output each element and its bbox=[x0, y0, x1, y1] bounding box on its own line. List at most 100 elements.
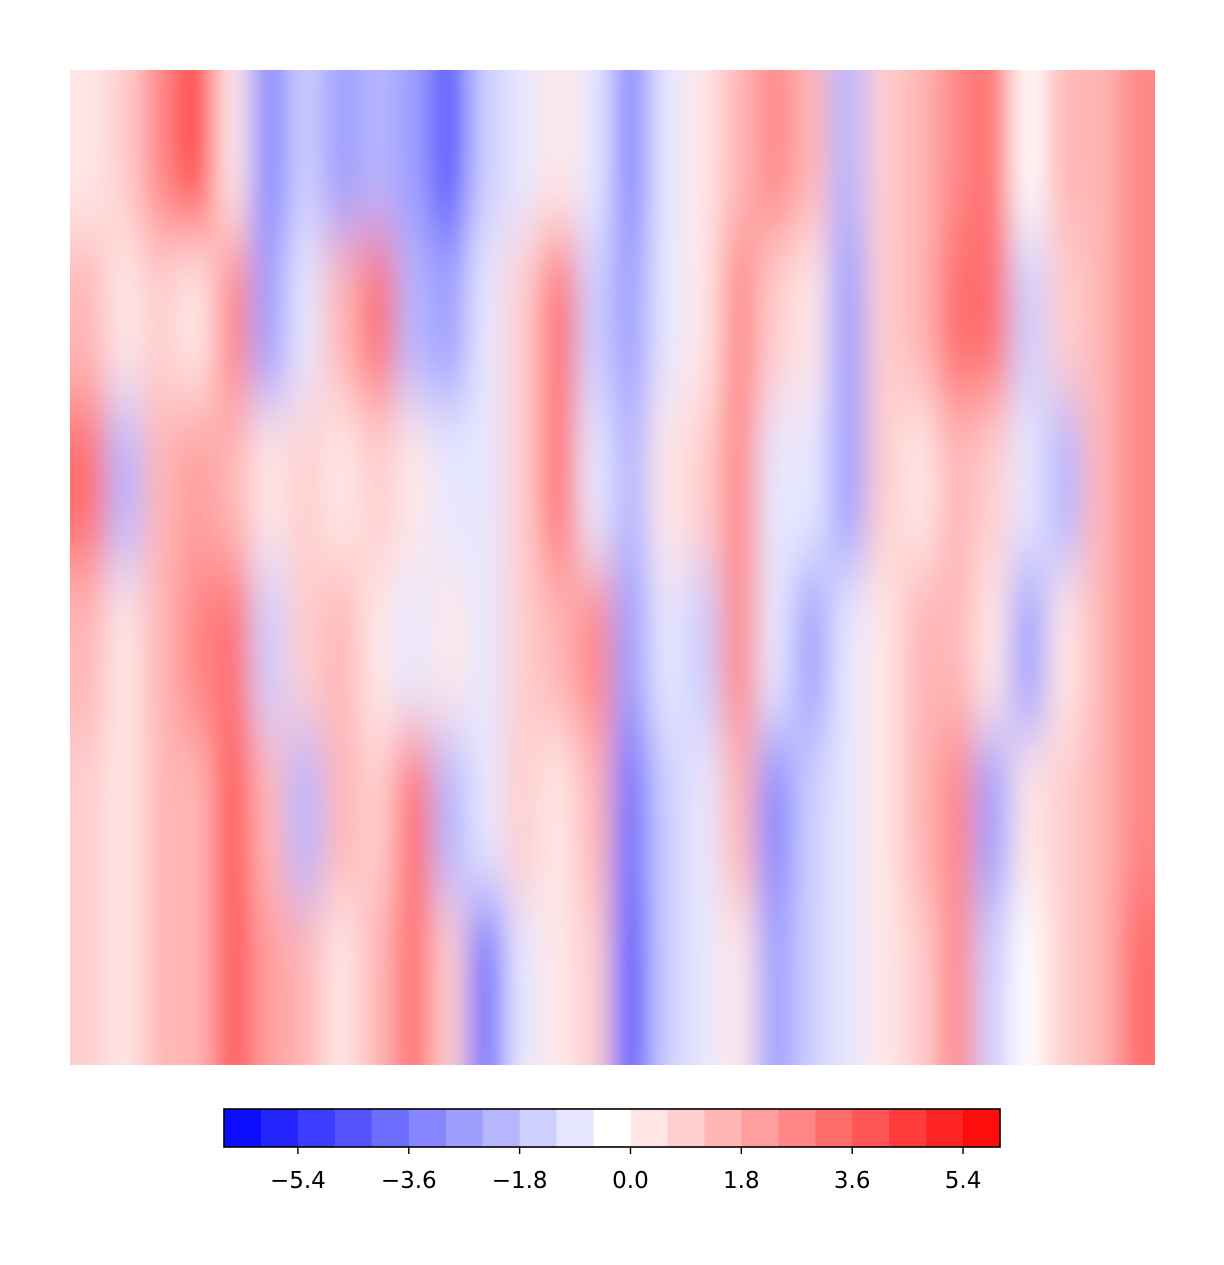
contour-cell bbox=[612, 235, 650, 403]
contour-cell bbox=[250, 899, 288, 1065]
contour-cell bbox=[70, 733, 107, 900]
contour-cell bbox=[865, 899, 903, 1065]
contour-cell bbox=[323, 567, 360, 734]
contour-cell bbox=[648, 235, 686, 403]
contour-cell bbox=[757, 567, 794, 734]
contour-cell bbox=[648, 899, 686, 1065]
contour-cell bbox=[684, 899, 722, 1065]
contour-cell bbox=[1010, 235, 1047, 403]
contour-cell bbox=[323, 70, 360, 237]
contour-cell bbox=[901, 899, 939, 1065]
contour-cell bbox=[250, 733, 288, 900]
contour-cell bbox=[287, 567, 324, 734]
colorbar-tick-label: 1.8 bbox=[723, 1168, 760, 1194]
colorbar-segment bbox=[630, 1109, 668, 1147]
colorbar-segment bbox=[667, 1109, 705, 1147]
contour-cell bbox=[901, 401, 939, 568]
contour-cell bbox=[648, 733, 686, 900]
colorbar-tick-label: 5.4 bbox=[945, 1168, 982, 1194]
contour-cell bbox=[684, 567, 722, 734]
contour-cell bbox=[431, 567, 469, 734]
contour-cell bbox=[974, 235, 1011, 403]
contour-cell bbox=[431, 733, 469, 900]
contour-cell bbox=[504, 70, 541, 237]
contour-cell bbox=[323, 733, 360, 900]
contour-cell bbox=[1010, 401, 1047, 568]
contour-cell bbox=[1010, 567, 1047, 734]
contour-cell bbox=[1046, 567, 1084, 734]
colorbar: −5.4 −3.6 −1.8 0.0 1.8 3.6 5.4 bbox=[223, 1108, 1001, 1194]
contour-cell bbox=[612, 567, 650, 734]
contour-cell bbox=[938, 401, 975, 568]
contour-cell bbox=[865, 70, 903, 237]
contour-cell bbox=[540, 235, 577, 403]
contour-cell bbox=[431, 401, 469, 568]
contour-cell bbox=[901, 235, 939, 403]
contour-cell bbox=[829, 733, 867, 900]
contour-cell bbox=[1082, 70, 1120, 237]
contour-cell bbox=[540, 567, 577, 734]
contour-cell bbox=[178, 567, 216, 734]
contour-cell bbox=[1046, 235, 1084, 403]
contour-cell bbox=[250, 70, 288, 237]
contour-cell bbox=[178, 733, 216, 900]
contour-cell bbox=[721, 567, 758, 734]
colorbar-tick-label: −5.4 bbox=[270, 1168, 326, 1194]
contour-cell bbox=[1118, 899, 1155, 1065]
contour-cell bbox=[1046, 401, 1084, 568]
contour-cell bbox=[1010, 70, 1047, 237]
colorbar-segment bbox=[593, 1109, 631, 1147]
contour-cell bbox=[901, 70, 939, 237]
contour-cell bbox=[214, 733, 252, 900]
contour-cell bbox=[721, 401, 758, 568]
contour-cell bbox=[142, 899, 179, 1065]
contour-cell bbox=[467, 70, 505, 237]
contour-cell bbox=[865, 733, 903, 900]
contour-cell bbox=[576, 733, 613, 900]
contour-cell bbox=[865, 401, 903, 568]
contour-cell bbox=[395, 899, 433, 1065]
contour-cell bbox=[865, 567, 903, 734]
contour-cell bbox=[359, 70, 396, 237]
contour-cell bbox=[684, 401, 722, 568]
contour-cell bbox=[359, 733, 396, 900]
contour-cell bbox=[287, 401, 324, 568]
contour-cell bbox=[287, 70, 324, 237]
contour-cell bbox=[467, 899, 505, 1065]
contour-cell bbox=[684, 235, 722, 403]
colorbar-segment bbox=[408, 1109, 447, 1147]
contour-cell bbox=[323, 899, 360, 1065]
contour-cell bbox=[106, 401, 143, 568]
contour-cell bbox=[395, 567, 433, 734]
contour-cell bbox=[793, 899, 830, 1065]
contour-cell bbox=[793, 70, 830, 237]
contour-cell bbox=[1082, 733, 1120, 900]
contour-cell bbox=[504, 235, 541, 403]
colorbar-segment bbox=[815, 1109, 853, 1147]
contour-cell bbox=[938, 567, 975, 734]
contour-cell bbox=[612, 899, 650, 1065]
contour-cell bbox=[106, 235, 143, 403]
colorbar-frame bbox=[223, 1108, 1001, 1148]
contour-cell bbox=[576, 235, 613, 403]
contour-cell bbox=[721, 899, 758, 1065]
contour-cell bbox=[938, 733, 975, 900]
contour-cell bbox=[901, 733, 939, 900]
contour-cell bbox=[684, 733, 722, 900]
colorbar-segment bbox=[445, 1109, 484, 1147]
contour-cell bbox=[865, 235, 903, 403]
contour-cell bbox=[1118, 70, 1155, 237]
contour-cells bbox=[70, 70, 1155, 1065]
contour-cell bbox=[1046, 70, 1084, 237]
contour-cell bbox=[721, 733, 758, 900]
contour-cell bbox=[974, 401, 1011, 568]
contour-cell bbox=[721, 235, 758, 403]
colorbar-tick-label: 3.6 bbox=[834, 1168, 871, 1194]
contour-cell bbox=[359, 567, 396, 734]
contour-cell bbox=[359, 401, 396, 568]
contour-cell bbox=[504, 899, 541, 1065]
contour-cell bbox=[793, 733, 830, 900]
contour-cell bbox=[612, 70, 650, 237]
contour-cell bbox=[504, 401, 541, 568]
